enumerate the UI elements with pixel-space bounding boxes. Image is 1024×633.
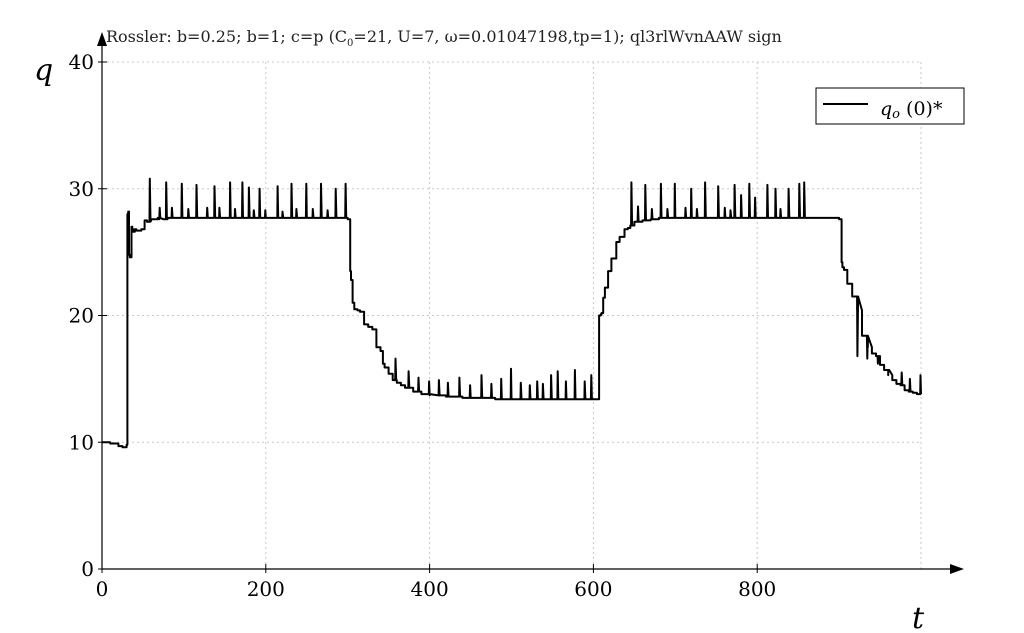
y-tick-label: 10 bbox=[69, 430, 94, 454]
y-tick-label: 0 bbox=[81, 557, 94, 581]
x-tick-label: 200 bbox=[247, 577, 285, 601]
x-axis-arrow bbox=[950, 564, 964, 574]
y-axis-label: q bbox=[34, 53, 53, 88]
legend-label: qo (0)* bbox=[880, 98, 943, 122]
y-tick-label: 40 bbox=[69, 50, 94, 74]
x-tick-label: 400 bbox=[411, 577, 449, 601]
series-line-qo bbox=[102, 177, 922, 449]
x-axis-label: t bbox=[912, 601, 925, 633]
series-layer bbox=[102, 177, 922, 449]
legend: qo (0)* bbox=[815, 87, 965, 125]
legend-box bbox=[815, 87, 965, 125]
x-tick-label: 600 bbox=[574, 577, 612, 601]
axes bbox=[97, 32, 964, 574]
grid bbox=[102, 61, 922, 569]
x-tick-label: 800 bbox=[738, 577, 776, 601]
chart-title: Rossler: b=0.25; b=1; c=p (C0=21, U=7, ω… bbox=[106, 27, 782, 49]
tick-labels: 0 200 400 600 800 0 10 20 30 40 bbox=[69, 50, 777, 601]
x-tick-label: 0 bbox=[96, 577, 109, 601]
y-tick-label: 20 bbox=[69, 304, 94, 328]
y-axis-arrow bbox=[97, 32, 107, 46]
y-tick-label: 30 bbox=[69, 177, 94, 201]
